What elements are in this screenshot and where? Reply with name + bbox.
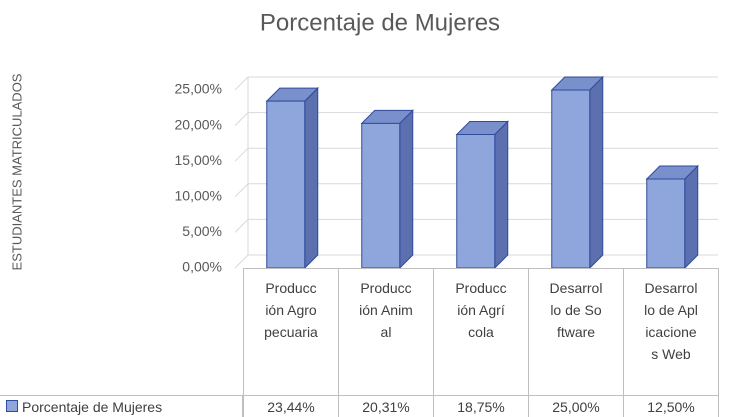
bar [646, 178, 686, 269]
bar-side [589, 75, 604, 270]
bar-side [304, 86, 319, 270]
y-tick-label: 25,00% [175, 81, 222, 97]
legend-swatch [6, 400, 18, 412]
value-cell: 20,31% [338, 395, 434, 417]
x-tick-label: Producción Agrícola [455, 280, 507, 340]
legend-label: Porcentaje de Mujeres [22, 399, 163, 415]
bar-side [399, 109, 414, 270]
value-cell: 25,00% [528, 395, 624, 417]
bar [266, 100, 306, 269]
category-cell: Desarrollo de Aplicaciones Web [623, 268, 719, 396]
category-cell: Producción Animal [338, 268, 434, 396]
bar [456, 134, 496, 269]
y-axis-title: ESTUDIANTES MATRICULADOS [9, 73, 24, 270]
bar-side [494, 120, 509, 270]
category-cell: Producción Agrícola [433, 268, 529, 396]
value-cell: 23,44% [243, 395, 339, 417]
x-tick-label: Desarrollo de Aplicaciones Web [644, 280, 698, 362]
bar-side [684, 164, 699, 270]
bar [551, 89, 591, 269]
y-tick-label: 20,00% [175, 116, 222, 132]
value-cell: 18,75% [433, 395, 529, 417]
category-cell: Producción Agropecuaria [243, 268, 339, 396]
y-tick-label: 0,00% [182, 259, 222, 275]
bar [361, 122, 401, 269]
category-cell: Desarrollo de Software [528, 268, 624, 396]
y-tick-label: 5,00% [182, 223, 222, 239]
x-tick-label: Producción Animal [359, 280, 413, 340]
legend-cell: Porcentaje de Mujeres [0, 395, 243, 417]
chart-title: Porcentaje de Mujeres [260, 9, 500, 36]
value-cell: 12,50% [623, 395, 719, 417]
y-tick-label: 15,00% [175, 152, 222, 168]
x-tick-label: Desarrollo de Software [549, 280, 603, 340]
y-tick-label: 10,00% [175, 188, 222, 204]
x-tick-label: Producción Agropecuaria [264, 280, 318, 340]
